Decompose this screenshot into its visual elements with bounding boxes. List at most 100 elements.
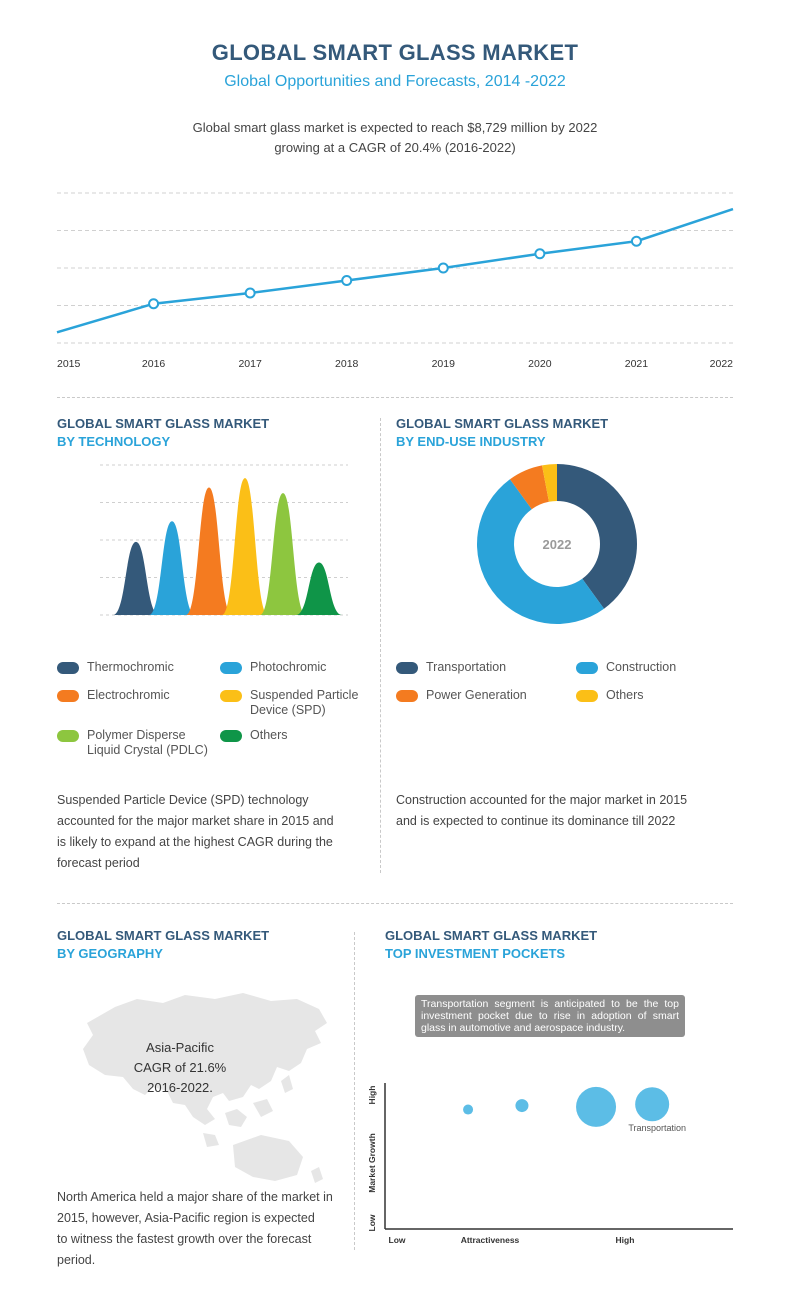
note-line: 2015, however, Asia-Pacific region is ex…: [57, 1211, 315, 1225]
note-line: Construction accounted for the major mar…: [396, 793, 688, 807]
section-divider: [57, 397, 733, 398]
investment-bubble-chart: Transportation Low Attractiveness High Low Ma…: [367, 1083, 733, 1245]
map-callout: Asia-Pacific CAGR of 21.6% 2016-2022.: [120, 1038, 240, 1098]
donut-slice: [477, 479, 605, 624]
forecast-line-chart: 2015 2016 2017 2018 2019 2020 2021 2022: [56, 192, 734, 370]
note-line: period.: [57, 1253, 96, 1267]
data-point: [244, 287, 256, 299]
column-divider: [354, 932, 355, 1250]
enduse-header: GLOBAL SMART GLASS MARKET BY END-USE IND…: [396, 415, 608, 451]
enduse-legend: Transportation Construction Power Genera…: [396, 660, 736, 710]
section-title: GLOBAL SMART GLASS MARKET: [396, 416, 609, 431]
legend-label: Polymer Disperse: [87, 728, 186, 742]
legend-item: Power Generation: [396, 688, 527, 703]
legend-swatch: [220, 730, 242, 742]
note-line: to witness the fastest growth over the f…: [57, 1232, 312, 1246]
legend-swatch: [220, 662, 242, 674]
note-line: Suspended Particle Device (SPD) technolo…: [57, 793, 309, 807]
y-tick-label: Low: [367, 1214, 377, 1231]
investment-header: GLOBAL SMART GLASS MARKET TOP INVESTMENT…: [385, 927, 597, 963]
legend-label: Others: [250, 728, 288, 742]
x-tick-label: Low: [389, 1235, 406, 1245]
legend-label: Photochromic: [250, 660, 327, 674]
legend-item: Electrochromic: [57, 688, 170, 703]
map-callout-line: 2016-2022.: [147, 1080, 213, 1095]
legend-item: Suspended Particle Device (SPD): [220, 688, 358, 718]
legend-label: Others: [606, 688, 644, 702]
donut-slice: [509, 465, 549, 510]
intro-text: Global smart glass market is expected to…: [0, 118, 790, 158]
legend-swatch: [57, 730, 79, 742]
donut-slice: [542, 464, 557, 502]
legend-label: Suspended Particle: [250, 688, 359, 702]
investment-callout: Transportation segment is anticipated to…: [415, 995, 685, 1037]
legend-swatch: [396, 690, 418, 702]
y-tick-label: Market Growth: [367, 1133, 377, 1193]
legend-swatch: [396, 662, 418, 674]
technology-peak: [222, 478, 268, 615]
legend-swatch: [220, 690, 242, 702]
section-title: GLOBAL SMART GLASS MARKET: [57, 928, 270, 943]
page-title: GLOBAL SMART GLASS MARKET: [211, 40, 579, 65]
legend-item: Polymer Disperse Liquid Crystal (PDLC): [57, 728, 208, 758]
legend-item: Others: [220, 728, 288, 743]
technology-peak: [296, 562, 342, 615]
technology-note: Suspended Particle Device (SPD) technolo…: [57, 790, 367, 874]
enduse-note: Construction accounted for the major mar…: [396, 790, 726, 832]
x-tick-label: High: [616, 1235, 635, 1245]
asia-pacific-map-icon: [83, 993, 327, 1183]
section-subtitle: TOP INVESTMENT POCKETS: [385, 946, 566, 961]
legend-item: Transportation: [396, 660, 506, 675]
legend-label: Thermochromic: [87, 660, 174, 674]
note-line: is likely to expand at the highest CAGR …: [57, 835, 333, 849]
legend-label: Transportation: [426, 660, 507, 674]
legend-item: Construction: [576, 660, 676, 675]
section-subtitle: BY GEOGRAPHY: [57, 946, 163, 961]
x-tick-label: 2021: [625, 358, 649, 370]
technology-peak: [260, 493, 306, 615]
section-subtitle: BY TECHNOLOGY: [57, 434, 171, 449]
bubble: [515, 1099, 529, 1113]
x-tick-label: 2016: [142, 358, 166, 370]
enduse-donut-chart: 2022: [477, 464, 637, 624]
data-point: [630, 235, 642, 247]
intro-line: Global smart glass market is expected to…: [192, 120, 598, 135]
column-divider: [380, 418, 381, 873]
y-tick-label: High: [367, 1086, 377, 1105]
page-subtitle: Global Opportunities and Forecasts, 2014…: [224, 73, 566, 90]
section-title: GLOBAL SMART GLASS MARKET: [57, 416, 270, 431]
data-point: [341, 275, 353, 286]
bubble-label: Transportation: [628, 1123, 686, 1133]
legend-swatch: [576, 662, 598, 674]
x-tick-label: 2015: [57, 358, 81, 370]
legend-label: Power Generation: [426, 688, 527, 702]
donut-slice: [557, 464, 637, 609]
donut-center-label: 2022: [543, 537, 572, 552]
geography-note: North America held a major share of the …: [57, 1187, 357, 1271]
technology-peak: [113, 541, 159, 615]
x-tick-label: 2022: [710, 358, 734, 370]
legend-label: Construction: [606, 660, 677, 674]
x-tick-label: 2018: [335, 358, 359, 370]
legend-item: Thermochromic: [57, 660, 174, 675]
geography-header: GLOBAL SMART GLASS MARKET BY GEOGRAPHY: [57, 927, 269, 963]
bubble: [576, 1086, 617, 1127]
data-point: [148, 298, 160, 310]
technology-peak: [186, 487, 232, 615]
data-point: [534, 248, 546, 260]
x-tick-label: 2019: [432, 358, 456, 370]
bubble: [463, 1104, 474, 1115]
series-line: [56, 207, 734, 334]
legend-swatch: [576, 690, 598, 702]
technology-peaks-chart: [100, 464, 348, 616]
technology-peak: [149, 521, 195, 615]
note-line: and is expected to continue its dominanc…: [396, 814, 676, 828]
section-subtitle: BY END-USE INDUSTRY: [396, 434, 546, 449]
legend-label: Liquid Crystal (PDLC): [87, 743, 208, 757]
note-line: accounted for the major market share in …: [57, 814, 334, 828]
note-line: North America held a major share of the …: [57, 1190, 333, 1204]
intro-line: growing at a CAGR of 20.4% (2016-2022): [274, 140, 516, 155]
map-callout-line: CAGR of 21.6%: [133, 1060, 227, 1075]
x-tick-label: 2020: [528, 358, 552, 370]
technology-legend: Thermochromic Photochromic Electrochromi…: [57, 660, 377, 760]
